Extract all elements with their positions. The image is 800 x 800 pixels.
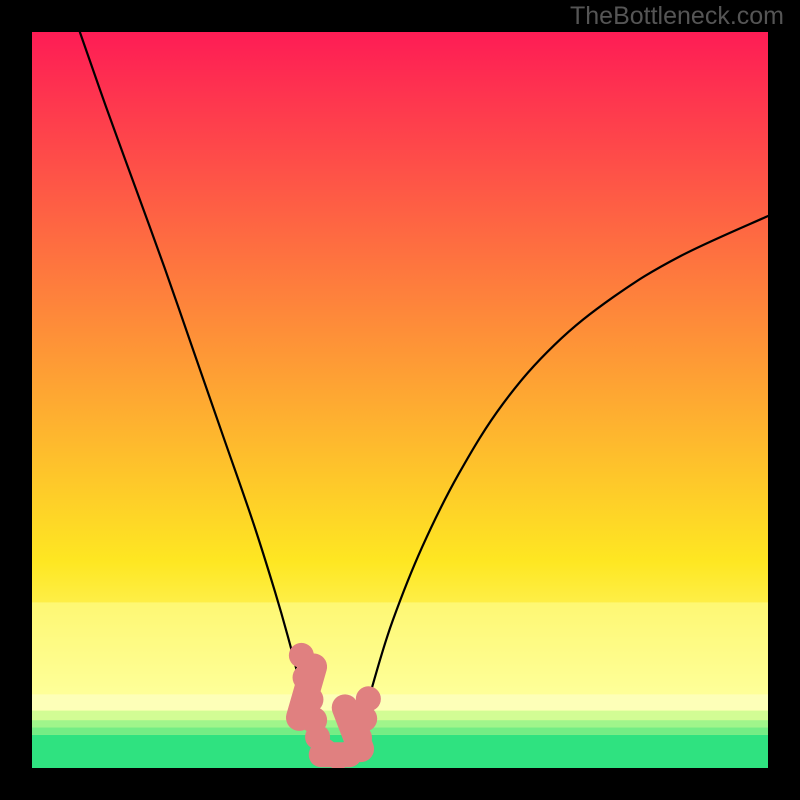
valley-dot-0 xyxy=(289,643,314,668)
bg-band-0 xyxy=(32,602,768,709)
bg-band-1 xyxy=(32,694,768,710)
bg-band-2 xyxy=(32,711,768,721)
watermark-text: TheBottleneck.com xyxy=(570,2,784,31)
valley-dot-1 xyxy=(293,664,319,690)
chart-svg xyxy=(32,32,768,768)
plot-area xyxy=(32,32,768,768)
valley-dot-10 xyxy=(356,686,381,711)
bg-band-5 xyxy=(32,735,768,768)
bg-band-3 xyxy=(32,720,768,727)
bg-band-4 xyxy=(32,728,768,735)
